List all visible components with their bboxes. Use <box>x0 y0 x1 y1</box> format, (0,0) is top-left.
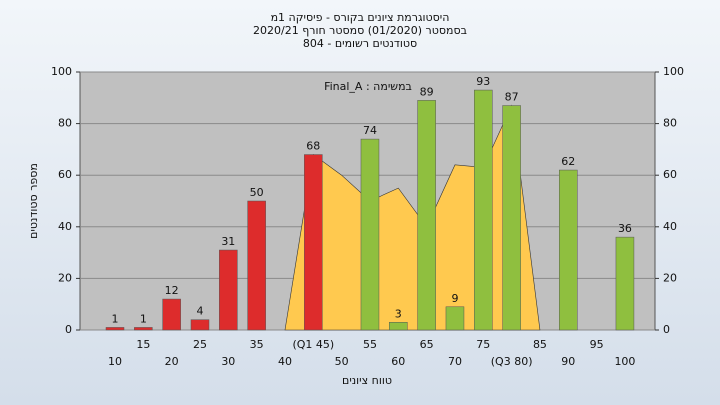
value-label: 4 <box>196 305 203 318</box>
value-label: 9 <box>451 292 458 305</box>
bar <box>445 306 465 331</box>
y2-tick-label: 80 <box>663 117 677 130</box>
bar <box>474 89 493 331</box>
y-axis-label: מספר סטודנטים <box>27 163 40 239</box>
y2-tick-label: 0 <box>663 323 670 336</box>
x-tick-label: 50 <box>335 355 349 368</box>
bar <box>559 169 578 331</box>
value-label: 1 <box>112 312 119 325</box>
y2-tick-label: 60 <box>663 168 677 181</box>
y-tick-label: 20 <box>58 271 72 284</box>
chart-title: היסטוגרמת ציונים בקורס - פיסיקה 1מ <box>271 11 450 24</box>
value-label: 12 <box>165 284 179 297</box>
y-tick-label: 80 <box>58 117 72 130</box>
x-tick-label: 15 <box>136 338 150 351</box>
annotation: במשימה : Final_A <box>324 80 412 93</box>
y2-tick-label: 20 <box>663 271 677 284</box>
value-label: 93 <box>476 75 490 88</box>
bar <box>247 200 266 331</box>
y2-tick-label: 100 <box>663 65 684 78</box>
chart-subtitle: סטודנטים רשומים - 804 <box>303 37 417 50</box>
value-label: 68 <box>306 140 320 153</box>
x-tick-label: 70 <box>448 355 462 368</box>
x-tick-label: 85 <box>533 338 547 351</box>
y2-tick-label: 40 <box>663 220 677 233</box>
bar <box>360 138 380 331</box>
value-label: 87 <box>505 91 519 104</box>
value-label: 62 <box>561 155 575 168</box>
value-label: 1 <box>140 312 147 325</box>
x-axis-label: טווח ציונים <box>342 374 392 387</box>
x-tick-label: (Q1 45) <box>292 338 334 351</box>
bar <box>615 236 635 331</box>
bar <box>134 327 153 331</box>
value-label: 31 <box>221 235 235 248</box>
bar <box>105 327 125 331</box>
x-tick-label: 100 <box>614 355 635 368</box>
x-tick-label: 55 <box>363 338 377 351</box>
x-tick-label: 35 <box>250 338 264 351</box>
x-tick-label: 25 <box>193 338 207 351</box>
x-tick-label: 40 <box>278 355 292 368</box>
x-tick-label: 95 <box>590 338 604 351</box>
x-tick-label: 90 <box>561 355 575 368</box>
x-tick-label: (Q3 80) <box>491 355 533 368</box>
y-tick-label: 0 <box>65 323 72 336</box>
bar <box>304 154 323 331</box>
x-tick-label: 60 <box>391 355 405 368</box>
value-label: 89 <box>420 85 434 98</box>
bar <box>219 249 238 331</box>
bar <box>190 319 210 331</box>
bar <box>162 298 181 331</box>
x-tick-label: 75 <box>476 338 490 351</box>
x-tick-label: 65 <box>420 338 434 351</box>
value-label: 3 <box>395 307 402 320</box>
value-label: 36 <box>618 222 632 235</box>
y-tick-label: 100 <box>51 65 72 78</box>
x-tick-label: 30 <box>221 355 235 368</box>
y-tick-label: 40 <box>58 220 72 233</box>
bar <box>417 100 436 331</box>
x-tick-label: 20 <box>165 355 179 368</box>
bar <box>389 322 408 331</box>
y-tick-label: 60 <box>58 168 72 181</box>
chart-subtitle: בסמסטר (01/2020) סמסטר חורף 2020/21 <box>253 24 467 37</box>
value-label: 50 <box>250 186 264 199</box>
bar <box>502 105 521 331</box>
value-label: 74 <box>363 124 377 137</box>
x-tick-label: 10 <box>108 355 122 368</box>
